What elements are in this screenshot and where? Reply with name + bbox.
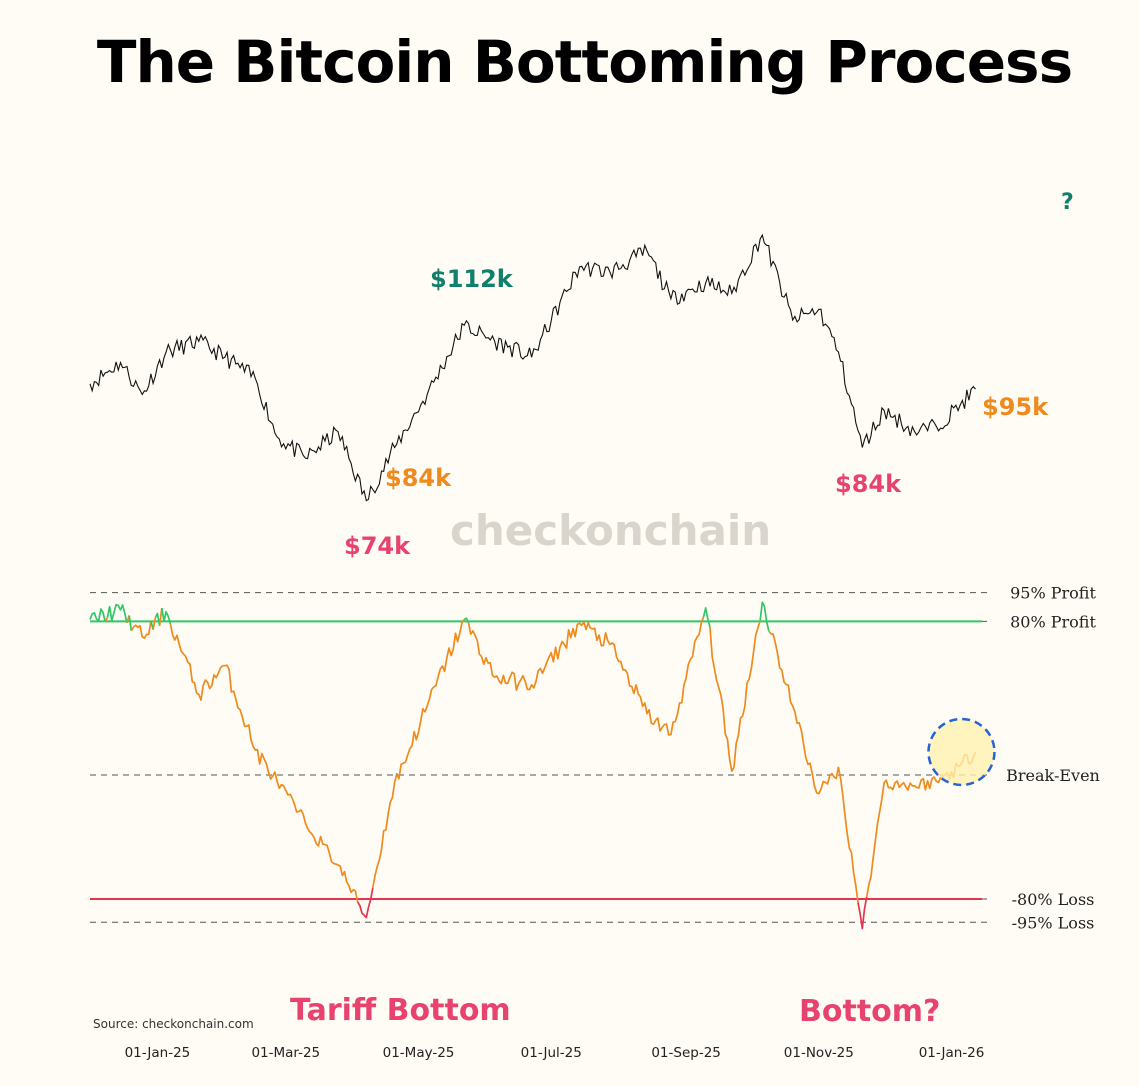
band-line-segment <box>463 617 470 624</box>
watermark: checkonchain <box>450 506 771 555</box>
price-layer <box>89 233 976 502</box>
x-tick-label: 01-Mar-25 <box>251 1045 320 1061</box>
level-label: 95% Profit <box>1010 584 1096 603</box>
band-line-segment <box>154 612 161 626</box>
band-line-segment <box>467 616 705 736</box>
band-line-segment <box>89 608 107 623</box>
band-line-segment <box>709 620 761 773</box>
x-tick-label: 01-Jul-25 <box>521 1045 582 1061</box>
price-line <box>89 233 976 502</box>
band-line-segment <box>158 607 163 626</box>
annotation-label: $95k <box>982 393 1049 421</box>
level-label: -95% Loss <box>1012 913 1095 932</box>
band-line-segment <box>371 619 465 889</box>
band-line-segment <box>169 624 359 903</box>
band-line-segment <box>160 607 172 625</box>
annotation-label: Bottom? <box>799 994 940 1029</box>
x-tick-label: 01-Jan-26 <box>919 1045 985 1061</box>
annotation-label: Tariff Bottom <box>290 993 511 1028</box>
x-tick-label: 01-Sep-25 <box>651 1045 721 1061</box>
highlight-fill <box>928 718 995 785</box>
annotation-label: $84k <box>385 464 452 492</box>
band-line-segment <box>857 896 868 930</box>
band-line-segment <box>768 630 859 903</box>
annotation-label: $84k <box>835 470 902 498</box>
band-line-segment <box>702 607 711 628</box>
chart-title: The Bitcoin Bottoming Process <box>96 28 1073 96</box>
annotation-label: $112k <box>430 265 514 293</box>
band-layer <box>89 601 977 930</box>
band-line-segment <box>130 620 152 640</box>
highlight-layer <box>927 717 996 787</box>
annotation-label: $74k <box>344 532 411 560</box>
highlight-ring <box>927 717 996 787</box>
band-line-segment <box>104 617 109 623</box>
x-axis: 01-Jan-25 01-Mar-25 01-May-25 01-Jul-25 01-S… <box>125 1045 985 1061</box>
band-line-segment <box>128 615 133 631</box>
level-label: Break-Even <box>1006 766 1100 785</box>
annotation-layer: $112k? $95k $84k $84k $74k Tariff Bottom Botto… <box>290 190 1074 1029</box>
band-line-segment <box>759 601 770 632</box>
annotation-label: ? <box>1061 190 1074 215</box>
x-tick-label: 01-Nov-25 <box>784 1045 854 1061</box>
band-line-segment <box>356 887 374 919</box>
levels-layer: 95% Profit 80% Profit Break-Even -80% Loss -… <box>90 584 1100 932</box>
x-tick-label: 01-May-25 <box>383 1045 455 1061</box>
level-label: -80% Loss <box>1012 890 1095 909</box>
source-note: Source: checkonchain.com <box>93 1017 254 1031</box>
x-tick-label: 01-Jan-25 <box>125 1045 191 1061</box>
band-line-segment <box>152 617 157 630</box>
band-line-segment <box>106 603 128 624</box>
level-label: 80% Profit <box>1010 612 1096 631</box>
